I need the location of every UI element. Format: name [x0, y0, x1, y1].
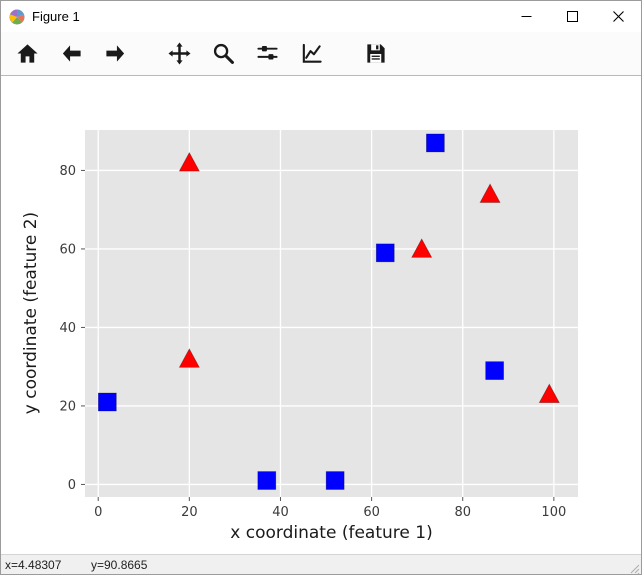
- statusbar: x=4.48307 y=90.8665: [1, 554, 641, 574]
- home-button[interactable]: [11, 38, 43, 70]
- y-tick-label: 40: [59, 321, 76, 336]
- figure-canvas[interactable]: 0 20 40 60 80 100 0 20 40 60 80 x coordinate (feat…: [1, 76, 641, 554]
- x-tick-label: 20: [181, 505, 198, 520]
- configure-subplots-icon: [256, 46, 278, 60]
- pan-icon: [167, 42, 191, 65]
- data-point-triangle: [178, 151, 200, 172]
- save-button[interactable]: [359, 38, 391, 70]
- maximize-button[interactable]: [549, 1, 595, 32]
- data-point-square: [426, 133, 445, 153]
- y-tick-label: 80: [59, 164, 76, 179]
- data-point-square: [375, 243, 395, 263]
- data-point-square: [485, 361, 504, 380]
- home-icon: [16, 44, 38, 63]
- customize-icon: [302, 43, 322, 63]
- zoom-button[interactable]: [207, 38, 239, 70]
- close-icon: [612, 11, 624, 22]
- toolbar: [1, 32, 641, 76]
- data-point-triangle: [411, 238, 433, 258]
- customize-button[interactable]: [295, 38, 327, 70]
- minimize-button[interactable]: [503, 1, 549, 32]
- back-icon: [62, 45, 81, 62]
- resize-grip-icon: [630, 564, 640, 574]
- x-tick-label: 40: [272, 505, 289, 520]
- y-tick-label: 0: [68, 478, 76, 493]
- window-controls: [503, 1, 641, 32]
- zoom-icon: [213, 43, 234, 64]
- data-point-square: [257, 471, 277, 490]
- save-icon: [366, 44, 385, 63]
- forward-icon: [105, 45, 124, 62]
- data-point-square: [325, 471, 345, 490]
- x-tick-label: 100: [541, 505, 566, 520]
- pan-button[interactable]: [163, 38, 195, 70]
- y-tick-label: 60: [59, 242, 76, 257]
- data-point-square: [97, 392, 117, 412]
- maximize-icon: [566, 11, 578, 22]
- close-button[interactable]: [595, 1, 641, 32]
- x-axis-label: x coordinate (feature 1): [230, 523, 433, 543]
- matplotlib-logo-icon: [9, 9, 25, 25]
- configure-subplots-button[interactable]: [251, 38, 283, 70]
- scatter-plot: 0 20 40 60 80 100 0 20 40 60 80: [59, 130, 578, 520]
- y-axis-label: y coordinate (feature 2): [21, 211, 41, 415]
- back-button[interactable]: [55, 38, 87, 70]
- x-tick-label: 0: [94, 505, 102, 520]
- data-point-triangle: [178, 348, 200, 368]
- cursor-y-readout: y=90.8665: [91, 557, 148, 572]
- resize-grip[interactable]: [630, 563, 640, 574]
- data-point-triangle: [479, 183, 501, 203]
- cursor-x-readout: x=4.48307: [5, 557, 62, 572]
- window-title: Figure 1: [32, 9, 80, 24]
- x-tick-label: 80: [454, 505, 471, 520]
- plot-area[interactable]: 0 20 40 60 80 100 0 20 40 60 80: [59, 130, 578, 520]
- titlebar[interactable]: Figure 1: [1, 1, 641, 32]
- y-tick-label: 20: [59, 399, 76, 414]
- data-point-triangle: [538, 383, 560, 404]
- minimize-icon: [521, 16, 531, 17]
- x-tick-label: 60: [363, 505, 380, 520]
- forward-button[interactable]: [99, 38, 131, 70]
